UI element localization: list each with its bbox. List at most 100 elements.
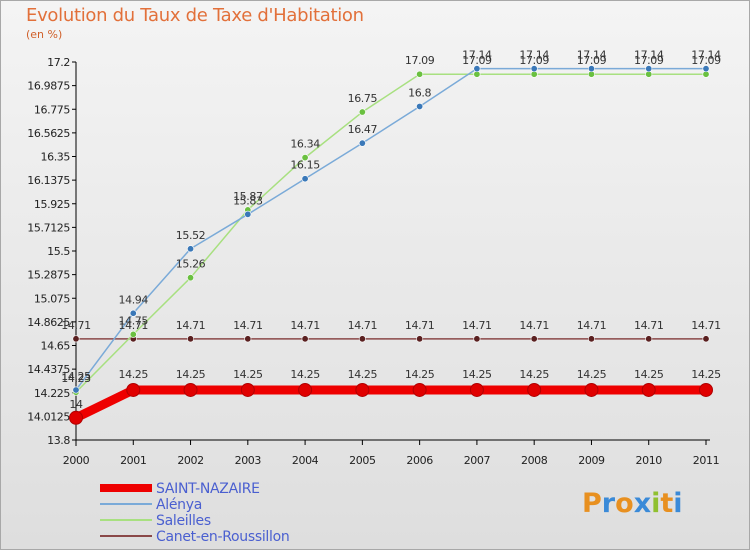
series-2 bbox=[72, 70, 710, 396]
data-point bbox=[240, 382, 255, 397]
y-tick-label: 15.5 bbox=[47, 245, 70, 258]
data-label: 17.09 bbox=[634, 54, 664, 67]
data-point bbox=[587, 335, 595, 343]
data-label: 14.71 bbox=[348, 319, 378, 332]
data-label: 17.14 bbox=[691, 49, 721, 62]
y-tick-label: 16.775 bbox=[34, 103, 70, 116]
data-point bbox=[69, 410, 83, 425]
chart-title: Evolution du Taux de Taxe d'Habitation bbox=[26, 5, 364, 26]
data-point bbox=[187, 274, 195, 282]
y-tick-label: 15.075 bbox=[34, 292, 70, 305]
data-label: 17.09 bbox=[405, 54, 435, 67]
data-label: 14.25 bbox=[462, 368, 492, 381]
data-point bbox=[699, 382, 713, 397]
data-label: 14.25 bbox=[290, 368, 320, 381]
data-label: 17.14 bbox=[519, 49, 549, 62]
data-label: 14.71 bbox=[577, 319, 607, 332]
legend-label: Alénya bbox=[156, 497, 202, 513]
data-label: 17.09 bbox=[691, 54, 721, 67]
legend-label: Saleilles bbox=[156, 513, 211, 529]
data-label: 17.14 bbox=[462, 49, 492, 62]
y-tick-label: 17.2 bbox=[47, 56, 70, 69]
data-label: 14.25 bbox=[519, 368, 549, 381]
data-label: 14.71 bbox=[61, 319, 91, 332]
data-point bbox=[530, 335, 538, 343]
legend-item-3: Canet-en-Roussillon bbox=[100, 529, 290, 545]
legend-item-2: Saleilles bbox=[100, 513, 211, 529]
data-point bbox=[416, 102, 424, 110]
data-label: 14.71 bbox=[462, 319, 492, 332]
data-label: 14.25 bbox=[233, 368, 263, 381]
x-tick-label: 2000 bbox=[63, 454, 90, 467]
x-tick-label: 2009 bbox=[578, 454, 605, 467]
data-point bbox=[645, 65, 653, 73]
data-label: 16.15 bbox=[290, 159, 320, 172]
data-label: 15.26 bbox=[176, 258, 206, 271]
data-point bbox=[72, 335, 80, 343]
data-label: 16.47 bbox=[348, 123, 378, 136]
data-point bbox=[702, 335, 710, 343]
x-tick-label: 2011 bbox=[693, 454, 719, 467]
legend-item-1: Alénya bbox=[100, 497, 202, 513]
x-tick-label: 2006 bbox=[406, 454, 433, 467]
data-label: 17.14 bbox=[577, 49, 607, 62]
y-tick-label: 16.5625 bbox=[27, 127, 70, 140]
y-tick-label: 14.225 bbox=[34, 387, 70, 400]
y-tick-label: 16.1375 bbox=[27, 174, 70, 187]
data-point bbox=[298, 382, 313, 397]
data-point bbox=[584, 382, 599, 397]
data-label: 14.25 bbox=[634, 368, 664, 381]
legend: SAINT-NAZAIREAlényaSaleillesCanet-en-Rou… bbox=[100, 481, 290, 545]
data-point bbox=[301, 154, 309, 162]
data-point bbox=[244, 210, 252, 218]
data-label: 14.25 bbox=[119, 368, 149, 381]
data-label: 14.71 bbox=[691, 319, 721, 332]
axes: 13.8 14.0125 14.225 14.4375 14.65 14.8625 15.0… bbox=[27, 56, 719, 467]
x-tick-label: 2002 bbox=[177, 454, 203, 467]
data-label: 14.71 bbox=[290, 319, 320, 332]
logo-letter: P bbox=[582, 488, 602, 519]
data-label: 14.71 bbox=[233, 319, 263, 332]
data-label: 14.71 bbox=[405, 319, 435, 332]
logo-letter: i bbox=[673, 488, 683, 519]
logo-letter: r bbox=[601, 488, 616, 519]
unit-label: (en %) bbox=[26, 28, 63, 41]
data-label: 16.8 bbox=[408, 86, 431, 99]
logo-letter: i bbox=[651, 488, 661, 519]
data-point bbox=[358, 139, 366, 147]
data-label: 17.14 bbox=[634, 49, 664, 62]
data-label: 14 bbox=[69, 398, 83, 411]
series-line bbox=[71, 385, 711, 423]
data-point bbox=[183, 382, 198, 397]
x-tick-label: 2010 bbox=[636, 454, 663, 467]
legend-label: SAINT-NAZAIRE bbox=[156, 481, 260, 497]
data-label: 16.75 bbox=[348, 92, 378, 105]
data-point bbox=[187, 245, 195, 253]
data-point bbox=[129, 330, 137, 338]
data-label: 15.83 bbox=[233, 194, 263, 207]
data-label: 16.34 bbox=[290, 138, 320, 151]
data-label: 14.71 bbox=[634, 319, 664, 332]
data-point bbox=[358, 335, 366, 343]
data-point bbox=[126, 382, 141, 397]
x-tick-label: 2003 bbox=[235, 454, 262, 467]
series-1 bbox=[72, 65, 710, 394]
data-point bbox=[641, 382, 656, 397]
x-tick-label: 2001 bbox=[120, 454, 146, 467]
y-tick-label: 13.8 bbox=[47, 434, 70, 447]
data-point bbox=[301, 335, 309, 343]
data-point bbox=[358, 108, 366, 116]
y-tick-label: 14.8625 bbox=[27, 316, 70, 329]
proxiti-logo: Proxiti bbox=[582, 488, 683, 519]
x-tick-label: 2008 bbox=[521, 454, 548, 467]
logo-letter: x bbox=[633, 488, 652, 519]
data-label: 14.75 bbox=[119, 314, 149, 327]
series-line bbox=[75, 73, 707, 393]
data-point bbox=[416, 70, 424, 78]
data-point bbox=[473, 335, 481, 343]
x-tick-label: 2007 bbox=[464, 454, 491, 467]
data-point bbox=[469, 382, 484, 397]
